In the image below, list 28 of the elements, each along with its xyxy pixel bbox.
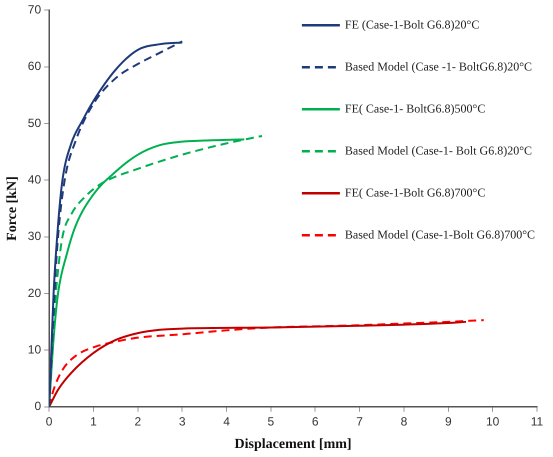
y-tick-label: 10 xyxy=(28,342,42,356)
x-tick-label: 1 xyxy=(90,414,98,428)
y-tick-label: 50 xyxy=(28,116,42,130)
x-tick-label: 9 xyxy=(444,414,452,428)
x-tick-label: 7 xyxy=(356,414,364,428)
x-axis-title: Displacement [mm] xyxy=(234,437,352,452)
x-tick-label: 2 xyxy=(134,414,142,428)
x-tick-label: 0 xyxy=(46,414,53,428)
legend-label: Based Model (Case-1-Bolt G6.8)700°C xyxy=(344,227,535,242)
legend-label: Based Model (Case-1- Bolt G6.8)20°C xyxy=(344,143,532,158)
y-tick-label: 60 xyxy=(28,59,42,74)
x-tick-label: 6 xyxy=(312,414,319,428)
x-tick-label: 5 xyxy=(268,414,275,428)
legend-label: Based Model (Case -1- BoltG6.8)20°C xyxy=(344,59,532,74)
legend-label: FE( Case-1- BoltG6.8)500°C xyxy=(344,101,486,116)
x-tick-label: 4 xyxy=(223,414,230,428)
x-tick-label: 11 xyxy=(530,414,544,428)
x-tick-label: 10 xyxy=(486,414,500,428)
y-tick-label: 20 xyxy=(28,286,42,300)
y-axis-title: Force [kN] xyxy=(5,176,20,241)
legend-label: FE( Case-1-Bolt G6.8)700°C xyxy=(344,185,486,200)
legend-label: FE (Case-1-Bolt G6.8)20°C xyxy=(344,17,480,32)
y-tick-label: 30 xyxy=(28,229,42,244)
y-tick-label: 0 xyxy=(34,399,42,414)
x-tick-label: 8 xyxy=(400,414,408,428)
y-tick-label: 70 xyxy=(28,2,42,17)
y-tick-label: 40 xyxy=(28,172,42,186)
x-tick-label: 3 xyxy=(178,414,186,428)
